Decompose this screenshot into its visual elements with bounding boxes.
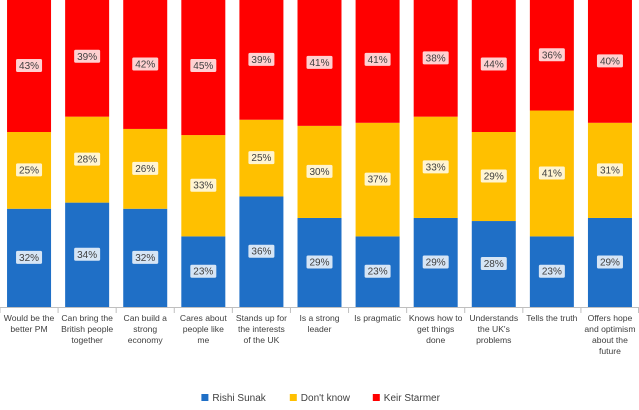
data-label-box: [538, 48, 565, 62]
data-label: 38%: [426, 53, 446, 64]
data-label: 28%: [484, 259, 504, 270]
data-label: 26%: [135, 164, 155, 175]
data-label: 23%: [368, 267, 388, 278]
data-label-box: [306, 55, 333, 69]
data-label-box: [248, 244, 275, 258]
data-label: 25%: [19, 165, 39, 176]
data-label-box: [190, 178, 217, 192]
legend-swatch-0: [201, 394, 209, 401]
data-label-box: [596, 255, 623, 269]
data-label-box: [306, 164, 333, 178]
data-label: 23%: [542, 267, 562, 278]
category-labels-layer: Would be the better PM Can bring the Britis…: [4, 313, 636, 356]
category-label: Understands the UK's problems: [469, 313, 518, 345]
category-label: Cares about people like me: [180, 313, 227, 345]
data-label: 29%: [309, 257, 329, 268]
data-label: 45%: [193, 61, 213, 72]
data-label-box: [422, 160, 449, 174]
data-label-box: [538, 264, 565, 278]
category-label: Can bring the British people together: [61, 313, 113, 345]
data-label-box: [422, 255, 449, 269]
category-label: Can build a strong economy: [123, 313, 167, 345]
data-label: 29%: [600, 257, 620, 268]
category-label: Tells the truth: [526, 313, 577, 323]
category-label: Would be the better PM: [4, 313, 55, 334]
data-label-box: [16, 250, 43, 264]
data-label-box: [306, 255, 333, 269]
data-label: 42%: [135, 59, 155, 70]
data-label-box: [364, 172, 391, 186]
data-label-box: [16, 59, 43, 73]
category-label: Offers hope and optimism about the future: [584, 313, 635, 356]
legend-label-2: Keir Starmer: [384, 393, 441, 404]
category-label: Is a strong leader: [299, 313, 339, 334]
data-label: 25%: [251, 153, 271, 164]
data-label-box: [422, 51, 449, 65]
data-label: 39%: [251, 55, 271, 66]
data-label-box: [16, 163, 43, 177]
data-label-box: [190, 59, 217, 73]
category-label: Stands up for the interests of the UK: [236, 313, 287, 345]
data-label-box: [248, 151, 275, 165]
category-label: Knows how to get things done: [409, 313, 463, 345]
data-label: 31%: [600, 165, 620, 176]
legend-label-0: Rishi Sunak: [212, 393, 266, 404]
data-label-box: [480, 257, 507, 271]
data-label: 28%: [77, 155, 97, 166]
data-label-box: [538, 166, 565, 180]
data-label: 33%: [426, 162, 446, 173]
legend-label-1: Don't know: [301, 393, 351, 404]
data-label-box: [74, 247, 101, 261]
data-label-box: [190, 264, 217, 278]
data-label-box: [364, 264, 391, 278]
data-label-box: [132, 57, 159, 71]
data-label: 36%: [542, 50, 562, 61]
data-label: 33%: [193, 181, 213, 192]
data-label: 44%: [484, 59, 504, 70]
data-label-box: [248, 52, 275, 66]
data-labels-layer: 32% 25% 43% 34% 28% 39% 32% 26% 42% 23% 33% 45% 36% 2…: [16, 48, 623, 278]
legend-swatch-2: [372, 394, 380, 401]
data-label-box: [74, 152, 101, 166]
data-label-box: [596, 163, 623, 177]
data-label: 32%: [135, 253, 155, 264]
data-label: 23%: [193, 267, 213, 278]
category-label: Is pragmatic: [354, 313, 402, 323]
data-label-box: [480, 57, 507, 71]
data-label: 41%: [368, 55, 388, 66]
data-label: 40%: [600, 56, 620, 67]
data-label: 29%: [426, 257, 446, 268]
data-label-box: [74, 49, 101, 63]
data-label: 41%: [542, 168, 562, 179]
data-label-box: [364, 52, 391, 66]
legend: Rishi Sunak Don't know Keir Starmer: [201, 393, 441, 404]
data-label: 43%: [19, 61, 39, 72]
data-label: 29%: [484, 172, 504, 183]
data-label: 34%: [77, 250, 97, 261]
data-label: 30%: [309, 167, 329, 178]
data-label: 41%: [309, 58, 329, 69]
data-label: 36%: [251, 247, 271, 258]
data-label: 32%: [19, 253, 39, 264]
legend-swatch-1: [289, 394, 297, 401]
data-label-box: [596, 54, 623, 68]
data-label: 39%: [77, 52, 97, 63]
data-label-box: [132, 161, 159, 175]
data-label-box: [132, 250, 159, 264]
data-label-box: [480, 169, 507, 183]
bars-layer: [7, 0, 632, 307]
data-label: 37%: [368, 175, 388, 186]
